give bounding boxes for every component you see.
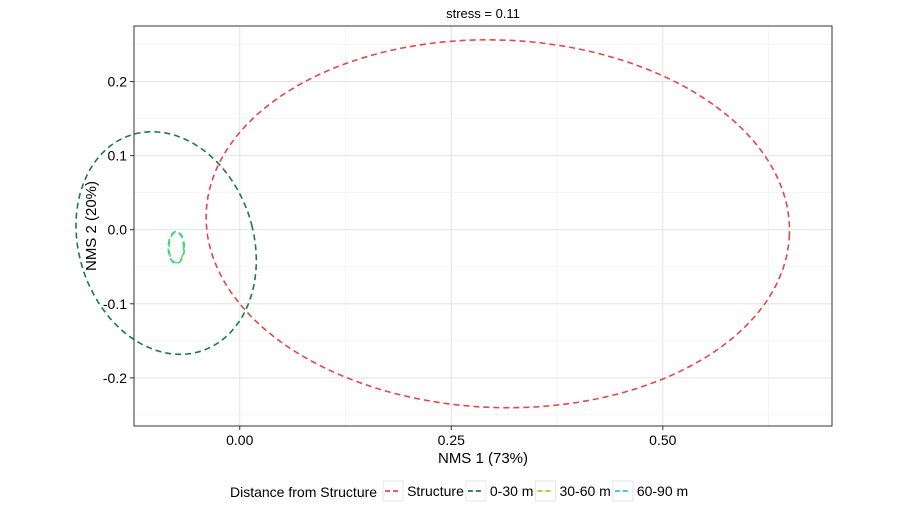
- y-tick-label: 0.0: [108, 222, 128, 238]
- legend-label: Structure: [407, 483, 464, 499]
- ellipse-30-60-m: [168, 231, 185, 264]
- x-tick-label: 0.00: [226, 432, 253, 448]
- x-tick-label: 0.50: [649, 432, 676, 448]
- x-tick-label: 0.25: [438, 432, 465, 448]
- y-tick-label: 0.2: [108, 74, 128, 90]
- plot-panel-border: [133, 25, 833, 427]
- y-tick-label: -0.2: [103, 370, 127, 386]
- y-axis-title: NMS 2 (20%): [83, 181, 100, 271]
- legend-title: Distance from Structure: [230, 484, 377, 500]
- chart-title: stress = 0.11: [446, 6, 520, 21]
- axes: 0.00 0.25 0.50 0.2 0.1 0.0 -0.1 -0.2: [103, 74, 677, 448]
- legend: Distance from Structure Structure 0-30 m 3…: [230, 480, 688, 502]
- legend-label: 0-30 m: [490, 483, 534, 499]
- y-tick-label: 0.1: [108, 148, 128, 164]
- x-axis-title: NMS 1 (73%): [438, 450, 528, 467]
- y-tick-label: -0.1: [103, 296, 127, 312]
- ellipse-60-90-m: [167, 230, 186, 265]
- legend-label: 60-90 m: [637, 483, 688, 499]
- ellipse-0-30-m: [75, 130, 258, 356]
- ellipse-structure: [205, 38, 791, 409]
- legend-label: 30-60 m: [559, 483, 610, 499]
- grid: [133, 26, 832, 426]
- ellipse-series: [75, 38, 791, 409]
